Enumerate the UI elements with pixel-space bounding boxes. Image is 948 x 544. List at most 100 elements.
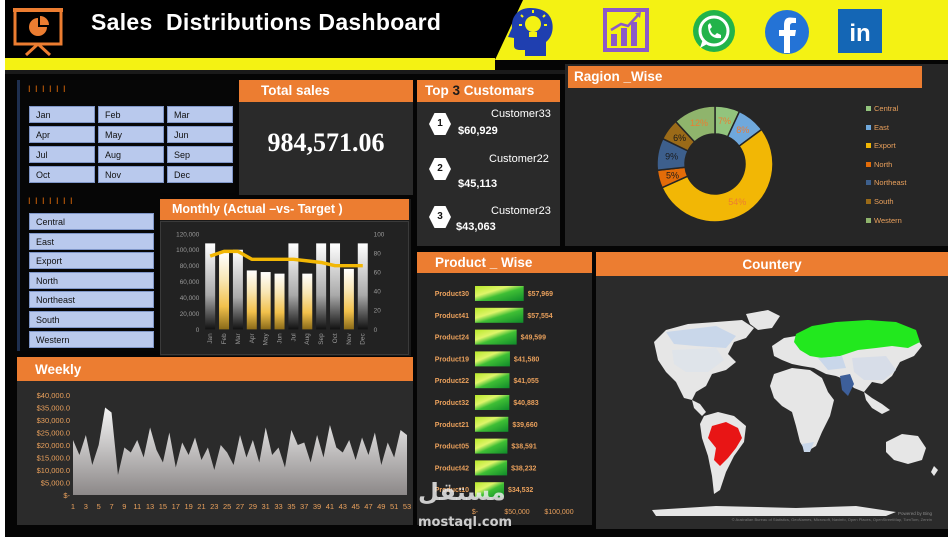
weekly-ytick: $15,000.0 bbox=[37, 454, 70, 463]
month-tile-may[interactable]: May bbox=[98, 126, 164, 143]
legend-label-export: Export bbox=[874, 141, 896, 151]
monthly-bar-jun bbox=[274, 273, 285, 330]
customer-rank-1: 1 bbox=[429, 113, 451, 135]
donut-label-western: 12% bbox=[690, 118, 708, 128]
monthly-bar-dec bbox=[357, 243, 368, 330]
product-xtick: $- bbox=[472, 509, 479, 516]
weekly-ytick: $25,000.0 bbox=[37, 429, 70, 438]
legend-swatch-western bbox=[866, 217, 871, 223]
month-tile-jun[interactable]: Jun bbox=[167, 126, 233, 143]
month-tile-feb[interactable]: Feb bbox=[98, 106, 164, 123]
month-tile-jul[interactable]: Jul bbox=[29, 146, 95, 163]
donut-slice-export bbox=[661, 128, 774, 223]
monthly-ytick: 100,000 bbox=[176, 247, 200, 254]
world-map: Powered by Bing © Australian Bureau of S… bbox=[652, 310, 938, 522]
svg-text:in: in bbox=[849, 20, 870, 47]
donut-label-northeast: 9% bbox=[665, 152, 678, 162]
monthly-bar-oct bbox=[330, 243, 341, 330]
china-light bbox=[852, 356, 896, 380]
month-tile-aug[interactable]: Aug bbox=[98, 146, 164, 163]
monthly-xtick: Oct bbox=[332, 333, 339, 343]
weekly-ytick: $10,000.0 bbox=[37, 466, 70, 475]
product-bar-product42 bbox=[475, 460, 508, 476]
legend-label-northeast: Northeast bbox=[874, 178, 907, 188]
monthly-y2tick: 80 bbox=[374, 250, 382, 257]
month-tile-mar[interactable]: Mar bbox=[167, 106, 233, 123]
africa bbox=[770, 368, 834, 452]
product-value: $34,532 bbox=[508, 487, 533, 494]
map-copyright: © Australian Bureau of Statistics, GeoNa… bbox=[732, 517, 932, 522]
region-tile-north[interactable]: North bbox=[29, 271, 154, 289]
total-sales-panel: Total sales 984,571.06 bbox=[239, 80, 413, 195]
product-wise-title: Product _ Wise bbox=[417, 252, 592, 273]
weekly-ytick: $5,000.0 bbox=[41, 479, 70, 488]
weekly-xtick: 3 bbox=[84, 502, 88, 511]
whatsapp-icon bbox=[693, 10, 735, 52]
region-wise-panel: Ragion _Wise 7% 8% 54% 5% 9% 6% 12% Central Eas… bbox=[565, 64, 948, 246]
region-tile-western[interactable]: Western bbox=[29, 330, 154, 348]
legend-swatch-east bbox=[866, 124, 871, 130]
monthly-ytick: 40,000 bbox=[180, 295, 200, 302]
region-tile-south[interactable]: South bbox=[29, 311, 154, 328]
product-wise-panel: Product _ Wise Product30 $57,969 Product41… bbox=[417, 252, 592, 525]
donut-label-central: 7% bbox=[718, 116, 731, 126]
donut-label-export: 54% bbox=[728, 197, 746, 207]
region-tile-export[interactable]: Export bbox=[29, 252, 154, 270]
month-tile-apr[interactable]: Apr bbox=[29, 126, 95, 143]
donut-slice-western bbox=[674, 105, 716, 144]
monthly-bar-jul bbox=[288, 243, 299, 330]
product-label: Product42 bbox=[435, 465, 469, 472]
product-label: Product41 bbox=[435, 313, 469, 320]
dashboard-title: Sales Distributions Dashboard bbox=[91, 9, 442, 35]
kazakhstan-light bbox=[818, 356, 846, 370]
monthly-bar-mar bbox=[232, 249, 243, 330]
month-tile-jan[interactable]: Jan bbox=[29, 106, 95, 123]
legend-swatch-central bbox=[866, 106, 871, 111]
legend-label-western: Western bbox=[874, 215, 902, 225]
monthly-xtick: Jun bbox=[277, 333, 284, 344]
month-tile-dec[interactable]: Dec bbox=[167, 166, 233, 183]
product-value: $57,554 bbox=[527, 313, 552, 320]
region-tile-northeast[interactable]: Northeast bbox=[29, 291, 154, 309]
legend-label-north: North bbox=[874, 159, 893, 169]
monthly-y2tick: 20 bbox=[374, 308, 382, 315]
month-tile-sep[interactable]: Sep bbox=[167, 146, 233, 163]
weekly-xtick: 11 bbox=[133, 502, 141, 511]
weekly-ytick: $20,000.0 bbox=[37, 441, 70, 450]
weekly-xtick: 17 bbox=[172, 502, 180, 511]
antarctica bbox=[652, 506, 896, 516]
product-bar-product32 bbox=[475, 395, 510, 410]
india-highlight bbox=[840, 374, 854, 396]
region-tile-east[interactable]: East bbox=[29, 232, 154, 250]
region-tile-central[interactable]: Central bbox=[29, 213, 154, 230]
monthly-ytick: 60,000 bbox=[180, 279, 200, 286]
monthly-bar-jan bbox=[205, 243, 216, 330]
weekly-xtick: 41 bbox=[326, 502, 334, 511]
donut-label-east: 8% bbox=[736, 125, 749, 135]
weekly-xtick: 19 bbox=[184, 502, 192, 511]
product-label: Product05 bbox=[435, 444, 469, 451]
monthly-title: Monthly (Actual –vs- Target ) bbox=[160, 199, 409, 220]
product-label: Product22 bbox=[435, 378, 469, 385]
top-customers-title-left: Top bbox=[425, 83, 453, 98]
weekly-panel: Weekly $40,000.0 $35,000.0 $30,000.0 $25,00… bbox=[17, 357, 413, 525]
product-label: Product19 bbox=[435, 356, 469, 363]
month-tile-nov[interactable]: Nov bbox=[98, 166, 164, 183]
customer-value-1: $60,929 bbox=[458, 125, 498, 137]
month-tile-oct[interactable]: Oct bbox=[29, 166, 95, 183]
top-customers-panel: Top 3 Customars 1 Customer33 $60,929 2 C… bbox=[417, 80, 560, 246]
weekly-xtick: 43 bbox=[339, 502, 347, 511]
monthly-xtick: Nov bbox=[346, 333, 353, 345]
top-customers-title: Top 3 Customars bbox=[417, 80, 560, 102]
weekly-xtick: 13 bbox=[146, 502, 154, 511]
legend-swatch-export bbox=[866, 143, 871, 149]
product-value: $38,232 bbox=[511, 465, 536, 472]
product-xtick: $100,000 bbox=[544, 509, 573, 516]
monthly-y2tick: 40 bbox=[374, 289, 382, 296]
monthly-xtick: Mar bbox=[235, 332, 242, 344]
legend-swatch-north bbox=[866, 161, 871, 167]
product-bar-product05 bbox=[475, 438, 508, 454]
weekly-xtick: 45 bbox=[351, 502, 359, 511]
customer-rank-3: 3 bbox=[429, 206, 451, 228]
